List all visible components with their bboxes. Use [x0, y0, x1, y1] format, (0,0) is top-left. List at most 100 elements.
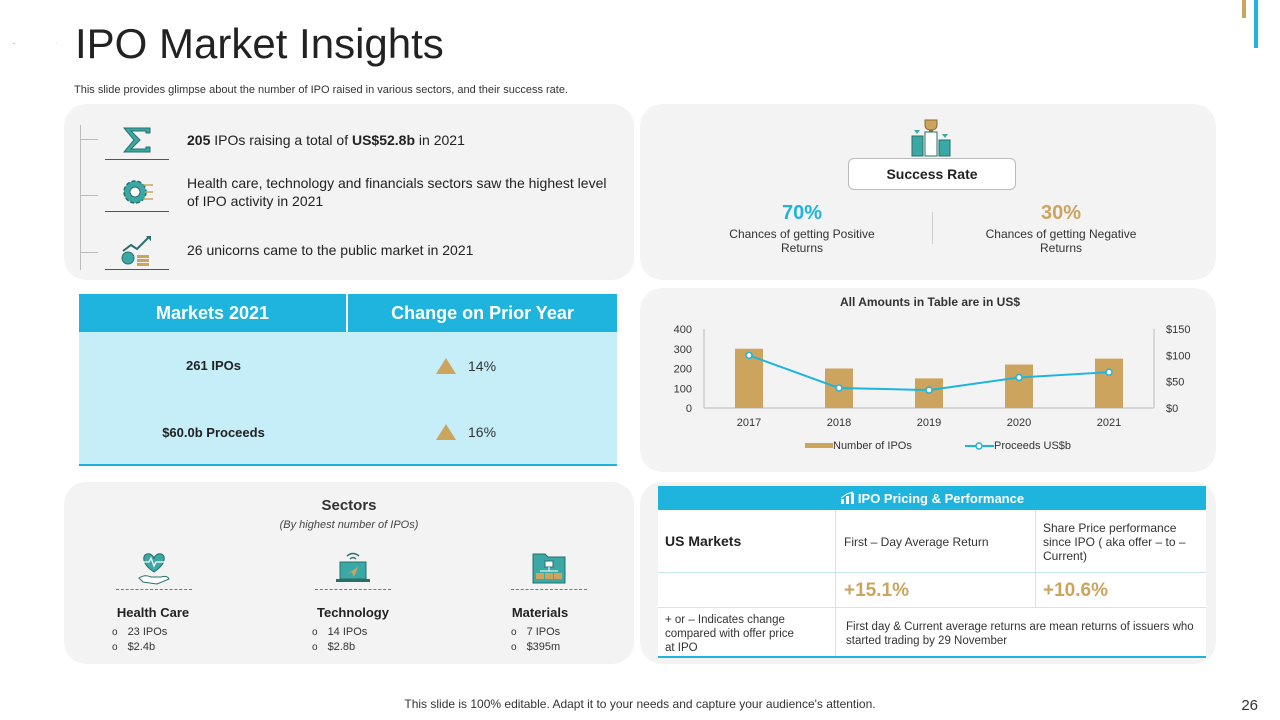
- proceeds-point: [835, 384, 843, 392]
- ipo-combo-chart: 400 300 200 100 0 $150 $100 $50 $0 2017 2018 2019 20…: [674, 324, 1191, 452]
- returns-note: First day & Current average returns are …: [846, 621, 1194, 647]
- sector-name: Technology: [317, 605, 389, 620]
- y-tick-label-left: 0: [686, 403, 692, 415]
- y-tick-label-left: 400: [674, 324, 692, 336]
- highlight-text: in 2021: [415, 132, 465, 148]
- us-markets-label: US Markets: [665, 533, 742, 549]
- timeline-tick: [80, 195, 98, 196]
- highlight-item: Health care, technology and financials s…: [105, 172, 635, 212]
- success-divider: [932, 212, 933, 244]
- proceeds-point: [1015, 373, 1023, 382]
- sector-name: Materials: [511, 605, 569, 620]
- pricing-header: IPO Pricing & Performance: [658, 486, 1206, 510]
- sector-stat-item: $395m: [511, 640, 561, 655]
- proceeds-point: [1105, 368, 1113, 376]
- sectors-title: Sectors: [321, 497, 377, 514]
- timeline-tick: [80, 139, 98, 140]
- up-triangle-icon: [436, 424, 456, 440]
- positive-percent: 70%: [781, 202, 823, 224]
- sector-stat-item: 23 IPOs: [112, 625, 168, 640]
- laptop-signal-icon: [315, 546, 391, 590]
- x-tick-label: 2018: [827, 417, 851, 429]
- org-chart-icon: [511, 546, 587, 590]
- heart-hand-icon: [116, 546, 192, 590]
- legend-label: Proceeds US$b: [994, 440, 1071, 452]
- positive-caption: Chances of getting Positive Returns: [729, 227, 875, 255]
- sector-name: Health Care: [116, 605, 190, 620]
- ipo-count: 205: [187, 132, 211, 148]
- corner-accent-gold: [1242, 0, 1246, 18]
- ipo-amount: US$52.8b: [351, 132, 416, 148]
- sector-stats: 7 IPOs $395m: [511, 625, 561, 655]
- markets-header-right: Change on Prior Year: [391, 302, 574, 323]
- corner-accent-blue: [1254, 0, 1258, 48]
- highlight-text: 26 unicorns came to the public market in…: [187, 242, 474, 258]
- first-day-value: +15.1%: [844, 580, 909, 601]
- sector-stat-item: 14 IPOs: [312, 625, 368, 640]
- legend-label: Number of IPOs: [833, 440, 912, 452]
- x-tick-label: 2017: [737, 417, 761, 429]
- page-number: 26: [1241, 697, 1258, 714]
- timeline-tick: [80, 252, 98, 253]
- highlights-panel: [64, 104, 634, 280]
- table-divider: [1035, 510, 1036, 608]
- share-price-header: Share Price performance since IPO ( aka …: [1043, 521, 1186, 563]
- sector-stat-item: $2.4b: [112, 640, 167, 655]
- negative-caption: Chances of getting Negative Returns: [985, 227, 1137, 255]
- pricing-row-values: [658, 573, 1206, 608]
- table-divider: [835, 510, 836, 658]
- y-tick-label-right: $0: [1166, 403, 1178, 415]
- change-note: + or – Indicates change compared with of…: [665, 614, 794, 654]
- money-growth-icon: [105, 230, 169, 270]
- negative-percent: 30%: [1040, 202, 1082, 224]
- chart-title: All Amounts in Table are in US$: [839, 295, 1021, 309]
- y-tick-label-left: 200: [674, 364, 692, 376]
- pricing-table: US Markets First – Day Average Return Sh…: [658, 510, 1206, 658]
- bar-number-of-ipos: [1005, 364, 1033, 408]
- sector-stats: 14 IPOs $2.8b: [312, 625, 368, 655]
- sector-stat-item: 7 IPOs: [511, 625, 561, 640]
- y-tick-label-left: 300: [674, 344, 692, 356]
- page-subtitle: This slide provides glimpse about the nu…: [74, 84, 569, 96]
- first-day-header: First – Day Average Return: [844, 535, 989, 549]
- x-tick-label: 2021: [1097, 417, 1121, 429]
- y-tick-label-right: $100: [1166, 350, 1190, 362]
- x-tick-label: 2020: [1007, 417, 1031, 429]
- pricing-row-header: [658, 510, 1206, 573]
- markets-row-change: 16%: [468, 424, 497, 440]
- share-price-value: +10.6%: [1043, 580, 1108, 601]
- success-rate-label: Success Rate: [848, 158, 1016, 190]
- rising-chart-icon: [840, 491, 854, 504]
- decorative-arrow-line: [12, 43, 58, 44]
- markets-row-change: 14%: [468, 358, 497, 374]
- pricing-title: IPO Pricing & Performance: [857, 490, 1025, 506]
- page-title: IPO Market Insights: [75, 20, 444, 67]
- y-tick-label-right: $50: [1166, 377, 1184, 389]
- markets-row-label: 261 IPOs: [186, 358, 241, 373]
- sector-stats: 23 IPOs $2.4b: [112, 625, 168, 655]
- sectors-subtitle: (By highest number of IPOs): [279, 519, 419, 531]
- timeline-line: [80, 125, 81, 270]
- footer-note: This slide is 100% editable. Adapt it to…: [404, 697, 876, 711]
- sector-stat-item: $2.8b: [312, 640, 367, 655]
- y-tick-label-left: 100: [674, 383, 692, 395]
- proceeds-point: [745, 351, 753, 360]
- markets-table: Markets 2021 Change on Prior Year 261 IP…: [79, 294, 617, 466]
- proceeds-point: [925, 386, 933, 394]
- highlight-item: 205 IPOs raising a total of US$52.8b in …: [105, 120, 635, 160]
- markets-header-left: Markets 2021: [79, 294, 348, 332]
- legend-marker: [975, 442, 983, 450]
- markets-row-label: $60.0b Proceeds: [162, 425, 265, 440]
- y-tick-label-right: $150: [1166, 324, 1190, 336]
- gear-chip-icon: [105, 172, 169, 212]
- sigma-icon: [105, 120, 169, 160]
- highlight-item: 26 unicorns came to the public market in…: [105, 230, 635, 270]
- trophy-podium-icon: [911, 119, 951, 157]
- highlight-text: IPOs raising a total of: [210, 132, 352, 148]
- legend-swatch-bars: [805, 443, 833, 448]
- x-tick-label: 2019: [917, 417, 941, 429]
- pricing-row-notes: [658, 608, 1206, 658]
- up-triangle-icon: [436, 358, 456, 374]
- highlight-text: Health care, technology and financials s…: [187, 175, 607, 209]
- bar-number-of-ipos: [1095, 358, 1123, 408]
